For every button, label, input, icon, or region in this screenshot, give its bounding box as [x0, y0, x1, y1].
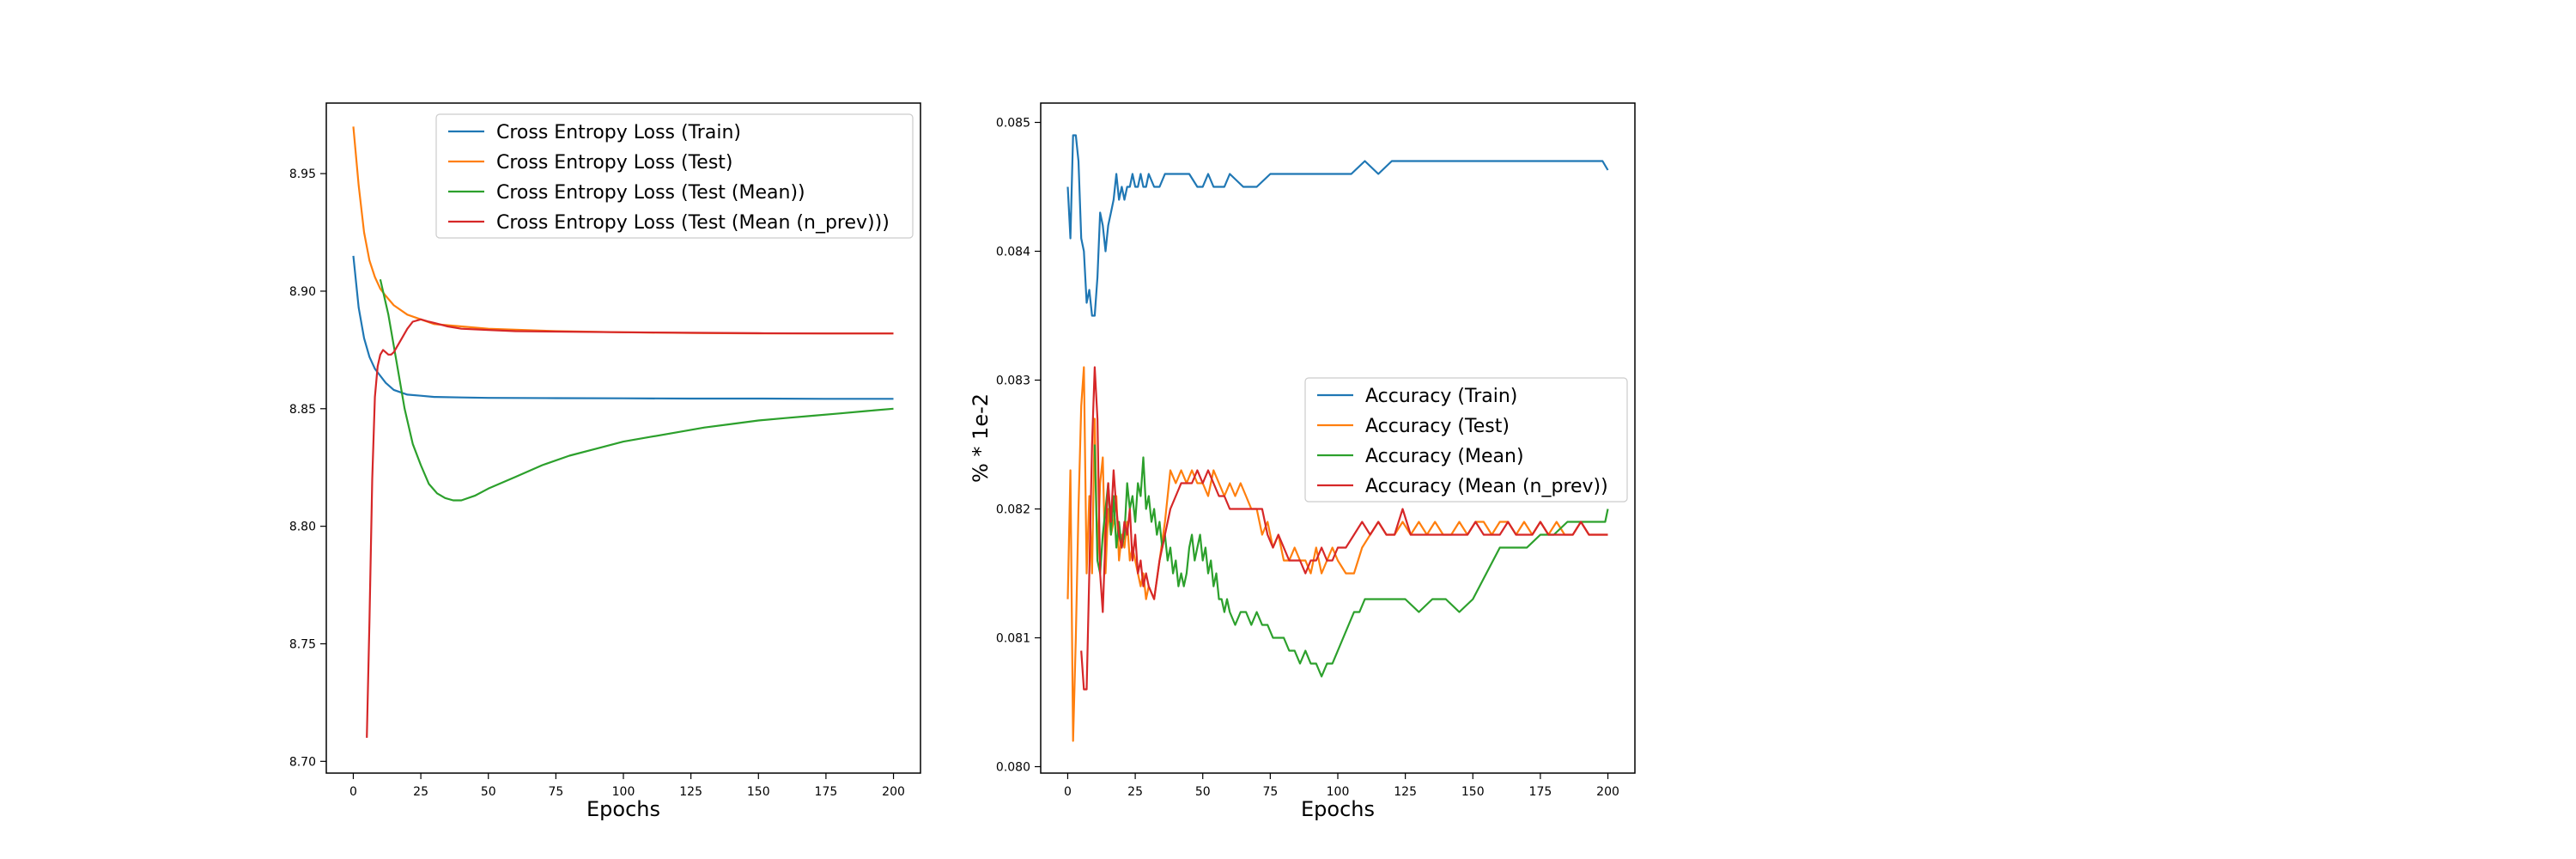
loss-y-tick-label: 8.85 — [289, 403, 316, 417]
loss-legend-label-2: Cross Entropy Loss (Test (Mean)) — [496, 182, 805, 204]
accuracy-x-tick-label: 50 — [1195, 785, 1211, 799]
loss-chart-x-axis-label: Epochs — [586, 797, 660, 821]
loss-x-tick-label: 200 — [882, 785, 905, 799]
loss-x-tick-label: 100 — [612, 785, 635, 799]
accuracy-chart-lines — [1066, 134, 1609, 742]
accuracy-legend-label-1: Accuracy (Test) — [1365, 416, 1510, 437]
accuracy-y-tick-label: 0.085 — [996, 117, 1030, 131]
loss-y-tick-label: 8.70 — [289, 755, 316, 769]
accuracy-chart-legend: Accuracy (Train) Accuracy (Test) Accuracy … — [1304, 377, 1628, 503]
accuracy-x-tick-label: 0 — [1064, 785, 1072, 799]
accuracy-legend-label-0: Accuracy (Train) — [1365, 386, 1517, 407]
accuracy-x-tick-label: 200 — [1596, 785, 1619, 799]
loss-chart-axes: 0 25 50 75 100 125 150 175 200 8.70 8.75 8.80 8.85 8.… — [289, 168, 905, 799]
accuracy-y-tick-label: 0.081 — [996, 632, 1030, 646]
loss-legend-label-3: Cross Entropy Loss (Test (Mean (n_prev))… — [496, 212, 890, 234]
loss-x-tick-label: 0 — [349, 785, 357, 799]
accuracy-x-tick-label: 175 — [1529, 785, 1552, 799]
loss-x-tick-label: 150 — [747, 785, 770, 799]
accuracy-y-tick-label: 0.082 — [996, 503, 1030, 517]
accuracy-x-tick-label: 125 — [1394, 785, 1417, 799]
accuracy-y-tick-label: 0.080 — [996, 761, 1030, 775]
loss-chart-lines — [352, 126, 894, 738]
loss-y-tick-label: 8.75 — [289, 637, 316, 651]
loss-series-line-0 — [352, 255, 894, 400]
loss-y-tick-label: 8.95 — [289, 168, 316, 181]
loss-x-tick-label: 75 — [548, 785, 563, 799]
accuracy-y-tick-label: 0.083 — [996, 375, 1030, 388]
loss-legend-box — [435, 113, 914, 239]
loss-legend-label-0: Cross Entropy Loss (Train) — [496, 122, 741, 143]
loss-y-tick-label: 8.80 — [289, 521, 316, 534]
accuracy-legend-label-3: Accuracy (Mean (n_prev)) — [1365, 476, 1608, 497]
accuracy-series-line-0 — [1066, 134, 1609, 317]
loss-y-tick-label: 8.90 — [289, 285, 316, 299]
accuracy-y-tick-label: 0.084 — [996, 246, 1030, 259]
loss-series-line-3 — [366, 318, 894, 738]
accuracy-series-line-3 — [1080, 366, 1608, 691]
loss-x-tick-label: 175 — [815, 785, 838, 799]
loss-chart-legend: Cross Entropy Loss (Train) Cross Entropy … — [435, 113, 914, 239]
accuracy-chart-x-axis-label: Epochs — [1301, 797, 1375, 821]
loss-legend-label-1: Cross Entropy Loss (Test) — [496, 152, 733, 174]
accuracy-legend-label-2: Accuracy (Mean) — [1365, 446, 1524, 467]
accuracy-chart-axes: 0 25 50 75 100 125 150 175 200 0.080 0.081 0.082 0.0… — [996, 117, 1619, 800]
loss-x-tick-label: 125 — [679, 785, 702, 799]
accuracy-x-tick-label: 75 — [1262, 785, 1278, 799]
accuracy-chart: 0 25 50 75 100 125 150 175 200 0.080 0.081 0.082 0.0… — [969, 102, 1636, 821]
accuracy-legend-box — [1304, 377, 1628, 503]
loss-chart: 0 25 50 75 100 125 150 175 200 8.70 8.75 8.80 8.85 8.… — [289, 102, 921, 821]
accuracy-x-tick-label: 25 — [1127, 785, 1143, 799]
accuracy-series-line-2 — [1093, 444, 1609, 678]
accuracy-x-tick-label: 100 — [1327, 785, 1350, 799]
accuracy-chart-y-axis-label: % * 1e-2 — [969, 393, 993, 483]
loss-x-tick-label: 25 — [413, 785, 428, 799]
accuracy-x-tick-label: 150 — [1461, 785, 1485, 799]
loss-series-line-2 — [379, 279, 894, 502]
loss-x-tick-label: 50 — [481, 785, 496, 799]
